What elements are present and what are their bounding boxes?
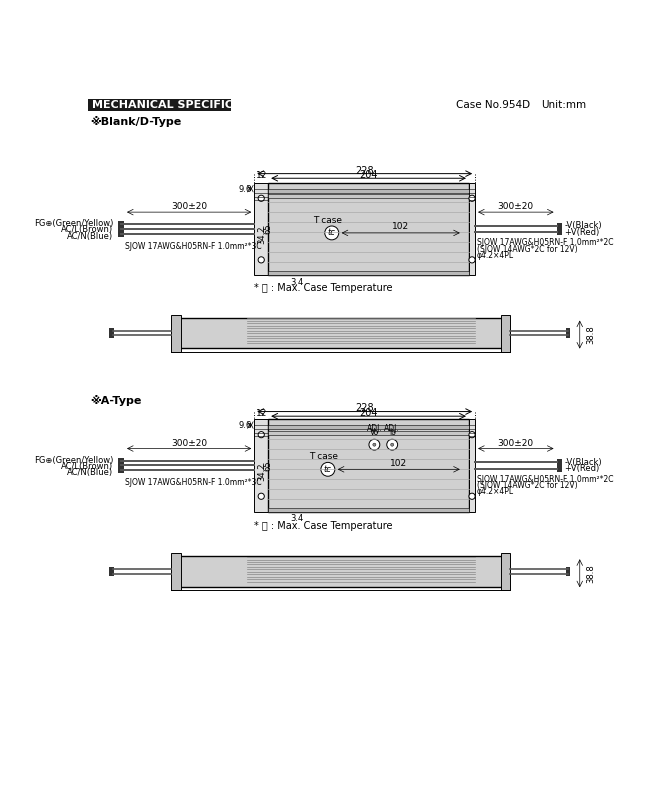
Circle shape bbox=[469, 432, 475, 438]
Text: 34.2: 34.2 bbox=[257, 462, 267, 481]
Bar bbox=[268, 425, 469, 429]
Circle shape bbox=[258, 493, 265, 499]
Text: ※Blank/D-Type: ※Blank/D-Type bbox=[90, 116, 181, 127]
Text: MECHANICAL SPECIFICATION: MECHANICAL SPECIFICATION bbox=[92, 100, 271, 110]
Circle shape bbox=[258, 257, 265, 263]
Circle shape bbox=[469, 195, 475, 201]
Text: FG⊕(Green/Yellow): FG⊕(Green/Yellow) bbox=[34, 456, 113, 465]
Circle shape bbox=[387, 439, 397, 450]
Bar bbox=[175, 318, 506, 348]
Text: AC/N(Blue): AC/N(Blue) bbox=[67, 468, 113, 477]
Bar bbox=[268, 419, 469, 512]
Bar bbox=[557, 459, 562, 472]
Text: 65: 65 bbox=[263, 224, 272, 234]
Text: +V(Red): +V(Red) bbox=[564, 228, 600, 237]
Circle shape bbox=[369, 439, 380, 450]
Text: 38.8: 38.8 bbox=[586, 564, 595, 582]
Text: SJOW 17AWG&H05RN-F 1.0mm²*2C: SJOW 17AWG&H05RN-F 1.0mm²*2C bbox=[476, 475, 613, 484]
Bar bbox=[118, 457, 124, 473]
Circle shape bbox=[258, 195, 265, 201]
Text: 300±20: 300±20 bbox=[171, 202, 207, 211]
Circle shape bbox=[321, 462, 335, 476]
Text: (SJOW 14AWG*2C for 12V): (SJOW 14AWG*2C for 12V) bbox=[476, 481, 578, 490]
Text: +V(Red): +V(Red) bbox=[564, 464, 600, 473]
Text: 204: 204 bbox=[359, 171, 378, 180]
Text: 300±20: 300±20 bbox=[498, 439, 534, 448]
Text: SJOW 17AWG&H05RN-F 1.0mm²*3C: SJOW 17AWG&H05RN-F 1.0mm²*3C bbox=[125, 241, 261, 251]
Text: φ4.2×4PL: φ4.2×4PL bbox=[476, 251, 514, 259]
Bar bbox=[88, 99, 231, 112]
Text: Unit:mm: Unit:mm bbox=[541, 100, 586, 110]
Text: Io: Io bbox=[389, 428, 396, 437]
Bar bbox=[172, 553, 181, 590]
Text: AC/L(Brown): AC/L(Brown) bbox=[61, 461, 113, 471]
Text: 38.8: 38.8 bbox=[586, 325, 595, 344]
Text: tc: tc bbox=[328, 229, 336, 237]
Text: φ4.2×4PL: φ4.2×4PL bbox=[476, 487, 514, 496]
Bar bbox=[565, 567, 570, 576]
Bar bbox=[268, 508, 469, 512]
Text: 34.2: 34.2 bbox=[257, 226, 267, 244]
Circle shape bbox=[469, 493, 475, 499]
Bar bbox=[109, 567, 114, 576]
Text: 65: 65 bbox=[263, 460, 272, 471]
Text: ADJ.: ADJ. bbox=[366, 424, 383, 433]
Text: -V(Black): -V(Black) bbox=[564, 222, 602, 230]
Circle shape bbox=[325, 226, 339, 240]
Bar bbox=[254, 419, 268, 512]
Text: Vo: Vo bbox=[370, 428, 379, 437]
Text: 3.4: 3.4 bbox=[290, 514, 304, 523]
Bar bbox=[500, 553, 510, 590]
Text: 3.4: 3.4 bbox=[290, 277, 304, 287]
Text: T case: T case bbox=[310, 453, 338, 461]
Text: 102: 102 bbox=[390, 459, 407, 468]
Text: AC/L(Brown): AC/L(Brown) bbox=[61, 226, 113, 234]
Bar bbox=[172, 314, 181, 351]
Text: ※A-Type: ※A-Type bbox=[90, 395, 141, 406]
Text: Case No.954D: Case No.954D bbox=[456, 100, 530, 110]
Bar bbox=[109, 329, 114, 338]
Text: 9.6: 9.6 bbox=[239, 185, 251, 193]
Bar bbox=[118, 222, 124, 237]
Text: 300±20: 300±20 bbox=[171, 439, 207, 448]
Text: 12: 12 bbox=[255, 409, 267, 417]
Text: * Ⓣ : Max. Case Temperature: * Ⓣ : Max. Case Temperature bbox=[254, 520, 393, 531]
Circle shape bbox=[373, 443, 376, 446]
Circle shape bbox=[258, 432, 265, 438]
Text: AC/N(Blue): AC/N(Blue) bbox=[67, 232, 113, 241]
Text: 300±20: 300±20 bbox=[498, 202, 534, 211]
Text: T case: T case bbox=[314, 216, 342, 225]
Text: 204: 204 bbox=[359, 408, 378, 418]
Bar bbox=[565, 329, 570, 338]
Text: * Ⓣ : Max. Case Temperature: * Ⓣ : Max. Case Temperature bbox=[254, 284, 393, 293]
Text: 9.6: 9.6 bbox=[239, 421, 251, 430]
Bar bbox=[469, 183, 475, 275]
Circle shape bbox=[391, 443, 394, 446]
Bar bbox=[268, 189, 469, 193]
Bar bbox=[175, 556, 506, 587]
Text: 102: 102 bbox=[392, 222, 409, 231]
Bar bbox=[268, 431, 469, 435]
Text: 228: 228 bbox=[355, 166, 374, 175]
Text: 228: 228 bbox=[355, 403, 374, 413]
Bar bbox=[557, 223, 562, 235]
Circle shape bbox=[469, 257, 475, 263]
Bar bbox=[268, 183, 469, 275]
Bar bbox=[268, 271, 469, 275]
Bar bbox=[254, 183, 268, 275]
Text: ADJ.: ADJ. bbox=[385, 424, 400, 433]
Text: -V(Black): -V(Black) bbox=[564, 458, 602, 467]
Text: SJOW 17AWG&H05RN-F 1.0mm²*3C: SJOW 17AWG&H05RN-F 1.0mm²*3C bbox=[125, 478, 261, 487]
Text: FG⊕(Green/Yellow): FG⊕(Green/Yellow) bbox=[34, 219, 113, 228]
Bar bbox=[500, 314, 510, 351]
Bar bbox=[469, 419, 475, 512]
Text: tc: tc bbox=[324, 465, 332, 474]
Bar bbox=[268, 194, 469, 198]
Text: (SJOW 14AWG*2C for 12V): (SJOW 14AWG*2C for 12V) bbox=[476, 244, 578, 254]
Text: SJOW 17AWG&H05RN-F 1.0mm²*2C: SJOW 17AWG&H05RN-F 1.0mm²*2C bbox=[476, 238, 613, 248]
Text: 12: 12 bbox=[255, 171, 267, 180]
